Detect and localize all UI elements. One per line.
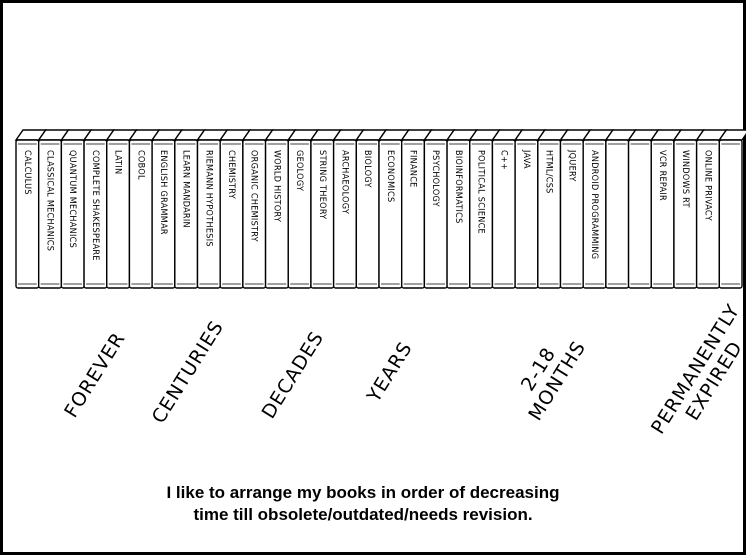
book-title: ONLINE PRIVACY (702, 150, 712, 221)
book-title: CLASSICAL MECHANICS (45, 150, 55, 251)
book-title: WINDOWS RT (680, 150, 690, 208)
book-title: STRING THEORY (317, 150, 327, 219)
book-title: ORGANIC CHEMISTRY (249, 150, 259, 242)
book-title: HTML/CSS (544, 150, 554, 194)
bookshelf: CALCULUS CLASSICAL MECHANICS QUANTUM MECHA… (14, 129, 746, 289)
book-title: ENGLISH GRAMMAR (158, 150, 168, 235)
book-title: RIEMANN HYPOTHESIS (203, 150, 213, 247)
book-title: VCR REPAIR (657, 150, 667, 201)
book-title: BIOLOGY (362, 150, 372, 188)
book-title: BIOINFORMATICS (453, 150, 463, 224)
caption-line: I like to arrange my books in order of d… (166, 483, 559, 502)
book-title: COBOL (135, 150, 145, 180)
book-title: WORLD HISTORY (271, 150, 281, 222)
book-title: GEOLOGY (294, 150, 304, 191)
book-title: ECONOMICS (385, 150, 395, 202)
book-title: CHEMISTRY (226, 150, 236, 199)
book-title: COMPLETE SHAKESPEARE (90, 150, 100, 261)
book-title: C++ (498, 150, 508, 170)
book-spine (718, 139, 743, 289)
book-title: LEARN MANDARIN (181, 150, 191, 228)
book-title: JQUERY (566, 149, 576, 182)
book-title: JAVA (521, 149, 531, 169)
book-title: CALCULUS (22, 150, 32, 195)
book-title: LATIN (113, 150, 123, 174)
book-title: PSYCHOLOGY (430, 150, 440, 207)
book-spine (605, 139, 630, 289)
caption-line: time till obsolete/outdated/needs revisi… (193, 505, 532, 524)
book-spine (627, 139, 652, 289)
book-title: ARCHAEOLOGY (339, 150, 349, 214)
book-title: FINANCE (408, 150, 418, 188)
book-title: QUANTUM MECHANICS (67, 150, 77, 248)
book-title: ANDROID PROGRAMMING (589, 150, 599, 259)
book-title: POLITICAL SCIENCE (476, 150, 486, 234)
